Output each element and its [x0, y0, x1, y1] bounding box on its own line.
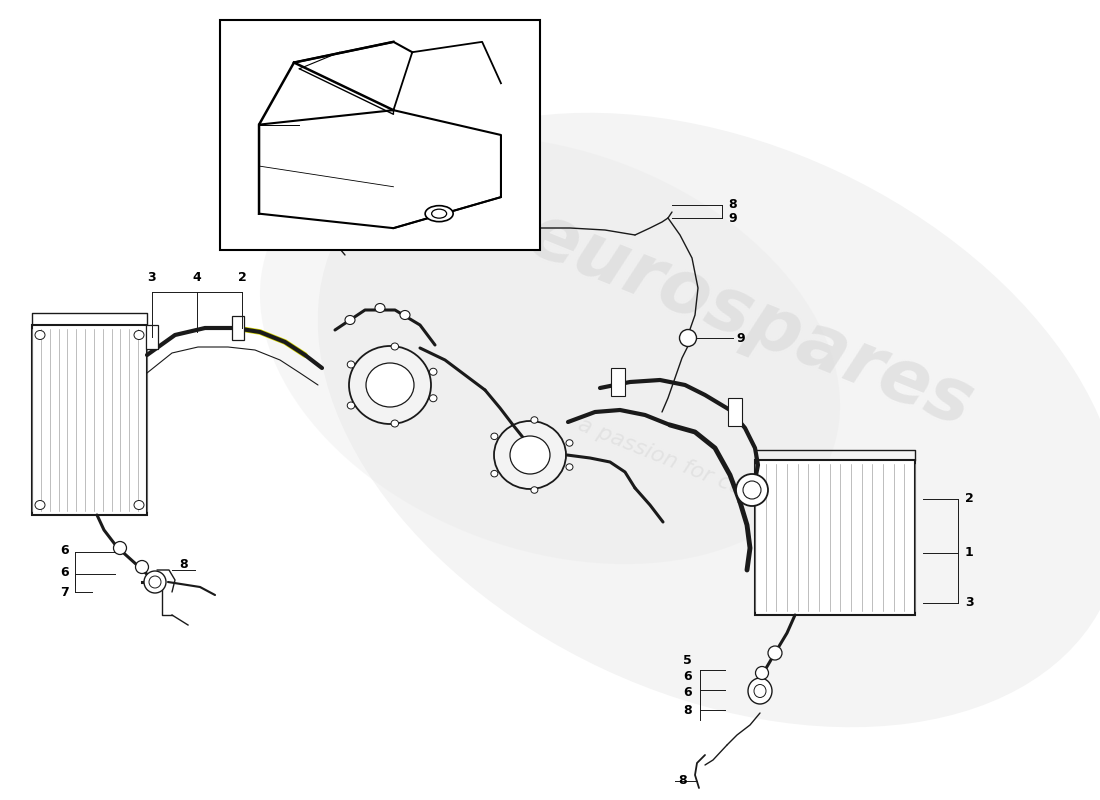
- Bar: [146, 325, 158, 349]
- Ellipse shape: [736, 474, 768, 506]
- Bar: [755, 460, 915, 615]
- Ellipse shape: [531, 417, 538, 423]
- Text: 8: 8: [679, 774, 688, 787]
- Ellipse shape: [260, 136, 840, 564]
- Text: eurospares: eurospares: [517, 198, 983, 442]
- Ellipse shape: [144, 571, 166, 593]
- Ellipse shape: [494, 421, 566, 489]
- Ellipse shape: [35, 501, 45, 510]
- Ellipse shape: [375, 303, 385, 313]
- Text: 6: 6: [683, 686, 692, 699]
- Text: 6: 6: [60, 543, 69, 557]
- Ellipse shape: [392, 420, 398, 427]
- Bar: [32, 325, 147, 515]
- Text: 3: 3: [147, 271, 156, 284]
- Ellipse shape: [324, 219, 341, 235]
- Ellipse shape: [566, 464, 573, 470]
- Text: a passion for cars since 1985: a passion for cars since 1985: [575, 414, 884, 555]
- Ellipse shape: [491, 433, 498, 439]
- Text: 1: 1: [965, 546, 974, 559]
- Text: 6: 6: [60, 566, 69, 578]
- Ellipse shape: [134, 330, 144, 339]
- Bar: [610, 368, 625, 396]
- Ellipse shape: [349, 346, 431, 424]
- Text: 2: 2: [965, 492, 974, 506]
- Ellipse shape: [400, 310, 410, 319]
- Ellipse shape: [348, 402, 354, 409]
- Ellipse shape: [429, 368, 437, 375]
- Text: 5: 5: [683, 654, 692, 666]
- Text: 8: 8: [179, 558, 188, 571]
- Bar: [232, 316, 244, 340]
- Ellipse shape: [768, 646, 782, 660]
- Ellipse shape: [348, 361, 354, 368]
- Text: 4: 4: [192, 271, 201, 284]
- Text: 7: 7: [60, 586, 69, 598]
- Text: 9: 9: [736, 331, 745, 345]
- Ellipse shape: [318, 113, 1100, 727]
- Ellipse shape: [113, 542, 127, 554]
- Ellipse shape: [135, 561, 149, 574]
- Text: 3: 3: [965, 597, 974, 610]
- Ellipse shape: [566, 440, 573, 446]
- Ellipse shape: [680, 330, 696, 346]
- Ellipse shape: [345, 315, 355, 325]
- Bar: [728, 398, 743, 426]
- Text: 2: 2: [238, 271, 246, 284]
- Ellipse shape: [35, 330, 45, 339]
- Ellipse shape: [510, 436, 550, 474]
- Ellipse shape: [431, 209, 447, 218]
- Ellipse shape: [742, 481, 761, 499]
- Text: 6: 6: [683, 670, 692, 683]
- Ellipse shape: [748, 678, 772, 704]
- Ellipse shape: [148, 576, 161, 588]
- Ellipse shape: [754, 685, 766, 698]
- Text: 9: 9: [728, 211, 737, 225]
- Ellipse shape: [756, 666, 769, 679]
- Ellipse shape: [392, 343, 398, 350]
- Ellipse shape: [425, 206, 453, 222]
- Text: 8: 8: [683, 703, 692, 717]
- Ellipse shape: [429, 394, 437, 402]
- Text: 8: 8: [728, 198, 737, 211]
- Ellipse shape: [491, 470, 498, 477]
- Bar: [220, 20, 540, 250]
- Ellipse shape: [366, 363, 414, 407]
- Ellipse shape: [531, 486, 538, 494]
- Ellipse shape: [134, 501, 144, 510]
